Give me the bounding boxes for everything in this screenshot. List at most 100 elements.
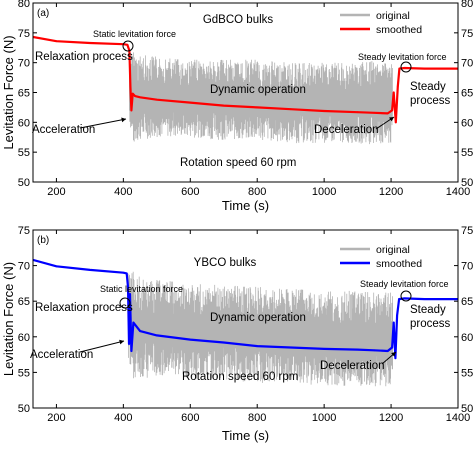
x-tick-label: 200 [47,186,65,198]
x-tick-label: 800 [248,186,266,198]
smoothed-point [256,106,259,109]
smoothed-point [55,265,58,268]
annotation-circle [400,290,412,302]
annotation-arrowhead [119,339,124,345]
x-tick-label: 600 [181,412,199,424]
smoothed-point [222,341,225,344]
smoothed-point [392,91,395,94]
x-tick-label: 400 [114,412,132,424]
annotation: process [410,95,451,107]
smoothed-point [394,357,397,360]
legend-label-original: original [376,10,410,22]
chart-title: YBCO bulks [194,257,257,269]
panel-label: (b) [37,235,49,246]
annotation-circle [400,61,412,73]
smoothed-point [126,43,129,46]
y-tick-label-right: 65 [461,296,473,308]
smoothed-point [122,271,125,274]
smoothed-point [398,298,401,300]
smoothed-point [386,112,389,115]
annotation: Rotation speed 60 rpm [182,371,298,383]
x-tick-label: 400 [114,186,132,198]
legend-label-original: original [376,244,410,256]
smoothed-point [289,108,292,111]
y-tick-label-right: 60 [461,332,473,344]
smoothed-point [131,92,134,95]
annotation-arrow [79,340,125,353]
y-tick-label-right: 80 [461,0,473,10]
smoothed-point [423,298,426,300]
x-tick-label: 1200 [379,412,403,424]
x-tick-label: 1000 [312,412,336,424]
panel-label: (a) [37,8,49,19]
annotation: Steady [410,81,446,93]
y-tick-label-right: 75 [461,225,473,237]
annotation: Deceleration [320,360,385,372]
legend-label-smoothed: smoothed [376,24,422,36]
annotation: Deceleration [314,124,379,136]
smoothed-point [88,268,91,271]
smoothed-point [139,96,141,99]
smoothed-line [33,258,458,360]
x-tick-label: 1400 [446,186,470,198]
annotation: Dynamic operation [210,84,306,96]
y-axis-label: Levitation Force (N) [1,35,16,149]
smoothed-point [356,111,359,114]
smoothed-point [373,111,376,114]
y-tick-label-right: 65 [461,88,473,100]
y-tick-label-right: 50 [461,403,473,415]
x-tick-label: 1400 [446,412,470,424]
smoothed-point [403,297,406,300]
smoothed-point [323,110,326,112]
plot-frame [32,229,459,409]
x-tick-label: 200 [47,412,65,424]
smoothed-point [134,95,136,97]
y-tick-label: 55 [18,367,30,379]
smoothed-point [129,293,131,295]
smoothed-point [394,121,397,124]
annotation-arrow [79,118,127,129]
annotation: Steady levitation force [358,52,447,62]
y-tick-label: 60 [18,117,30,129]
chart-title: GdBCO bulks [203,14,274,26]
smoothed-point [398,67,401,70]
smoothed-point [356,348,359,351]
smoothed-point [155,334,158,337]
y-tick-label-right: 70 [461,261,473,273]
smoothed-point [403,67,406,69]
y-tick-label: 75 [18,225,30,237]
y-tick-label-right: 55 [461,147,473,159]
annotation: Relaxation process [35,51,133,63]
smoothed-point [423,67,426,70]
annotation-arrowhead [389,117,394,122]
x-tick-label: 600 [181,186,199,198]
annotation-circle [119,297,131,309]
smoothed-point [139,330,141,333]
smoothed-point [396,314,398,317]
y-tick-label-right: 60 [461,117,473,129]
y-tick-label: 65 [18,296,30,308]
y-tick-label: 70 [18,261,30,273]
x-tick-label: 1200 [379,186,403,198]
smoothed-point [128,343,130,345]
smoothed-point [189,101,192,104]
y-tick-label: 75 [18,28,30,40]
smoothed-point [127,286,129,288]
smoothed-point [373,349,376,352]
smoothed-line [33,35,458,124]
y-tick-label-right: 55 [461,367,473,379]
y-tick-label: 60 [18,332,30,344]
smoothed-point [55,40,58,43]
plot-area [33,258,458,387]
smoothed-point [155,98,158,101]
annotation-arrowhead [121,117,126,123]
y-tick-label: 70 [18,58,30,70]
smoothed-point [130,350,133,352]
smoothed-point [132,321,135,324]
smoothed-point [129,85,132,88]
smoothed-point [323,348,326,350]
x-axis-label: Time (s) [222,198,269,213]
smoothed-point [88,42,91,44]
